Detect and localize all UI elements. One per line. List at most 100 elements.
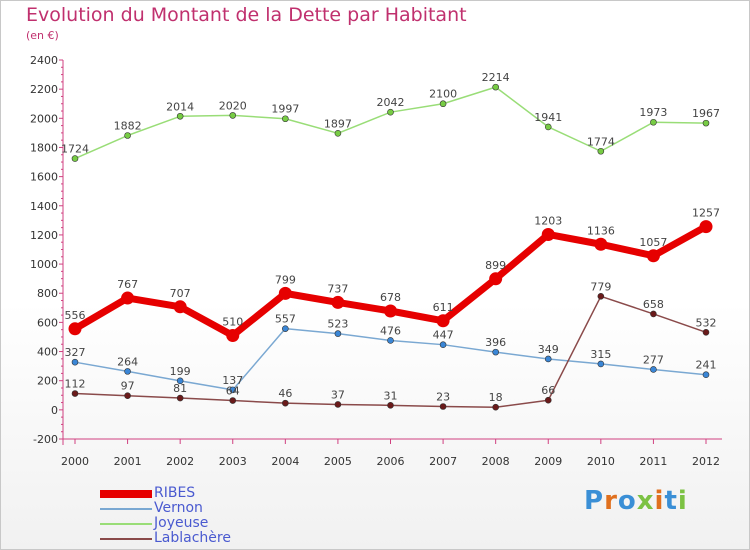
data-point <box>541 227 555 241</box>
data-label: 2014 <box>166 100 194 113</box>
legend-label-joyeuse: Joyeuse <box>154 515 209 531</box>
y-tick-label: 800 <box>37 287 58 300</box>
data-point <box>544 355 552 363</box>
data-point <box>71 358 79 366</box>
data-label: 678 <box>380 291 401 304</box>
y-tick-label: 2200 <box>30 83 58 96</box>
data-point <box>387 337 394 344</box>
data-point <box>650 310 657 318</box>
data-point <box>439 403 447 410</box>
data-point <box>68 322 82 336</box>
data-label: 767 <box>117 278 138 291</box>
data-point <box>650 118 657 126</box>
x-tick-label: 2007 <box>429 455 457 468</box>
x-tick-label: 2005 <box>324 455 352 468</box>
data-label: 264 <box>117 355 138 368</box>
data-label: 1136 <box>587 224 615 237</box>
data-point <box>387 402 394 409</box>
data-point <box>229 386 237 394</box>
data-label: 327 <box>65 346 86 359</box>
logo-letter: i <box>654 486 665 516</box>
y-tick-label: 1600 <box>30 171 58 184</box>
data-label: 277 <box>643 353 664 366</box>
y-tick-label: 200 <box>37 375 58 388</box>
data-label: 137 <box>222 374 243 387</box>
data-label: 37 <box>331 388 345 401</box>
data-point <box>334 330 342 337</box>
y-tick-label: 600 <box>37 316 58 329</box>
legend-item-joyeuse: Joyeuse <box>100 516 300 531</box>
data-point <box>176 112 184 120</box>
data-label: 799 <box>275 273 296 286</box>
data-point <box>702 119 710 127</box>
data-label: 556 <box>65 309 86 322</box>
data-point <box>489 272 503 286</box>
data-label: 1973 <box>639 106 667 119</box>
data-label: 1897 <box>324 117 352 130</box>
legend-label-lablachere: Lablachère <box>154 530 231 546</box>
data-label: 523 <box>327 318 348 331</box>
data-label: 199 <box>170 365 191 378</box>
data-point <box>173 300 187 314</box>
data-point <box>71 155 79 162</box>
data-label: 1057 <box>639 236 667 249</box>
x-tick-label: 2002 <box>166 455 194 468</box>
x-tick-label: 2012 <box>692 455 720 468</box>
data-point <box>387 108 394 116</box>
x-tick-label: 2008 <box>482 455 510 468</box>
x-tick-label: 2003 <box>219 455 247 468</box>
legend-item-vernon: Vernon <box>100 501 300 516</box>
logo-letter: r <box>604 486 618 516</box>
data-label: 2020 <box>219 99 247 112</box>
data-point <box>597 147 605 155</box>
logo-letter: P <box>584 486 605 516</box>
legend: RIBES Vernon Joyeuse Lablachère <box>100 486 300 546</box>
data-point <box>226 329 240 343</box>
data-point <box>544 123 552 131</box>
data-label: 23 <box>436 390 450 403</box>
data-label: 81 <box>173 382 187 395</box>
data-label: 66 <box>541 384 555 397</box>
data-label: 707 <box>170 287 191 300</box>
logo-letter: i <box>677 486 688 516</box>
data-point <box>544 396 552 404</box>
data-point <box>384 304 397 318</box>
data-label: 557 <box>275 313 296 326</box>
y-tick-label: -200 <box>33 433 58 446</box>
data-label: 447 <box>433 329 454 342</box>
data-label: 1257 <box>692 207 720 220</box>
data-label: 658 <box>643 298 664 311</box>
y-tick-label: 1000 <box>30 258 58 271</box>
legend-label-ribes: RIBES <box>154 485 196 501</box>
data-point <box>282 399 289 407</box>
data-label: 2100 <box>429 88 457 101</box>
data-label: 899 <box>485 259 506 272</box>
data-point <box>229 112 237 119</box>
data-label: 1941 <box>534 111 562 124</box>
data-label: 241 <box>696 359 717 372</box>
data-label: 349 <box>538 343 559 356</box>
legend-label-vernon: Vernon <box>154 500 203 516</box>
legend-swatch-joyeuse <box>100 523 152 525</box>
y-tick-label: 1800 <box>30 141 58 154</box>
data-point <box>121 291 135 305</box>
x-tick-label: 2011 <box>639 455 667 468</box>
data-label: 112 <box>65 378 86 391</box>
data-label: 18 <box>489 391 503 404</box>
data-point <box>594 237 608 251</box>
data-label: 1882 <box>114 120 142 133</box>
legend-item-ribes: RIBES <box>100 486 300 501</box>
data-point <box>439 341 447 348</box>
data-label: 1774 <box>587 135 615 148</box>
logo-letter: x <box>636 486 655 516</box>
data-label: 1203 <box>534 214 562 227</box>
data-point <box>597 360 605 368</box>
data-point <box>176 377 184 385</box>
x-tick-label: 2000 <box>61 455 89 468</box>
data-label: 1724 <box>61 143 89 156</box>
data-point <box>229 397 237 404</box>
chart-title: Evolution du Montant de la Dette par Hab… <box>26 4 467 26</box>
data-point <box>492 348 499 356</box>
